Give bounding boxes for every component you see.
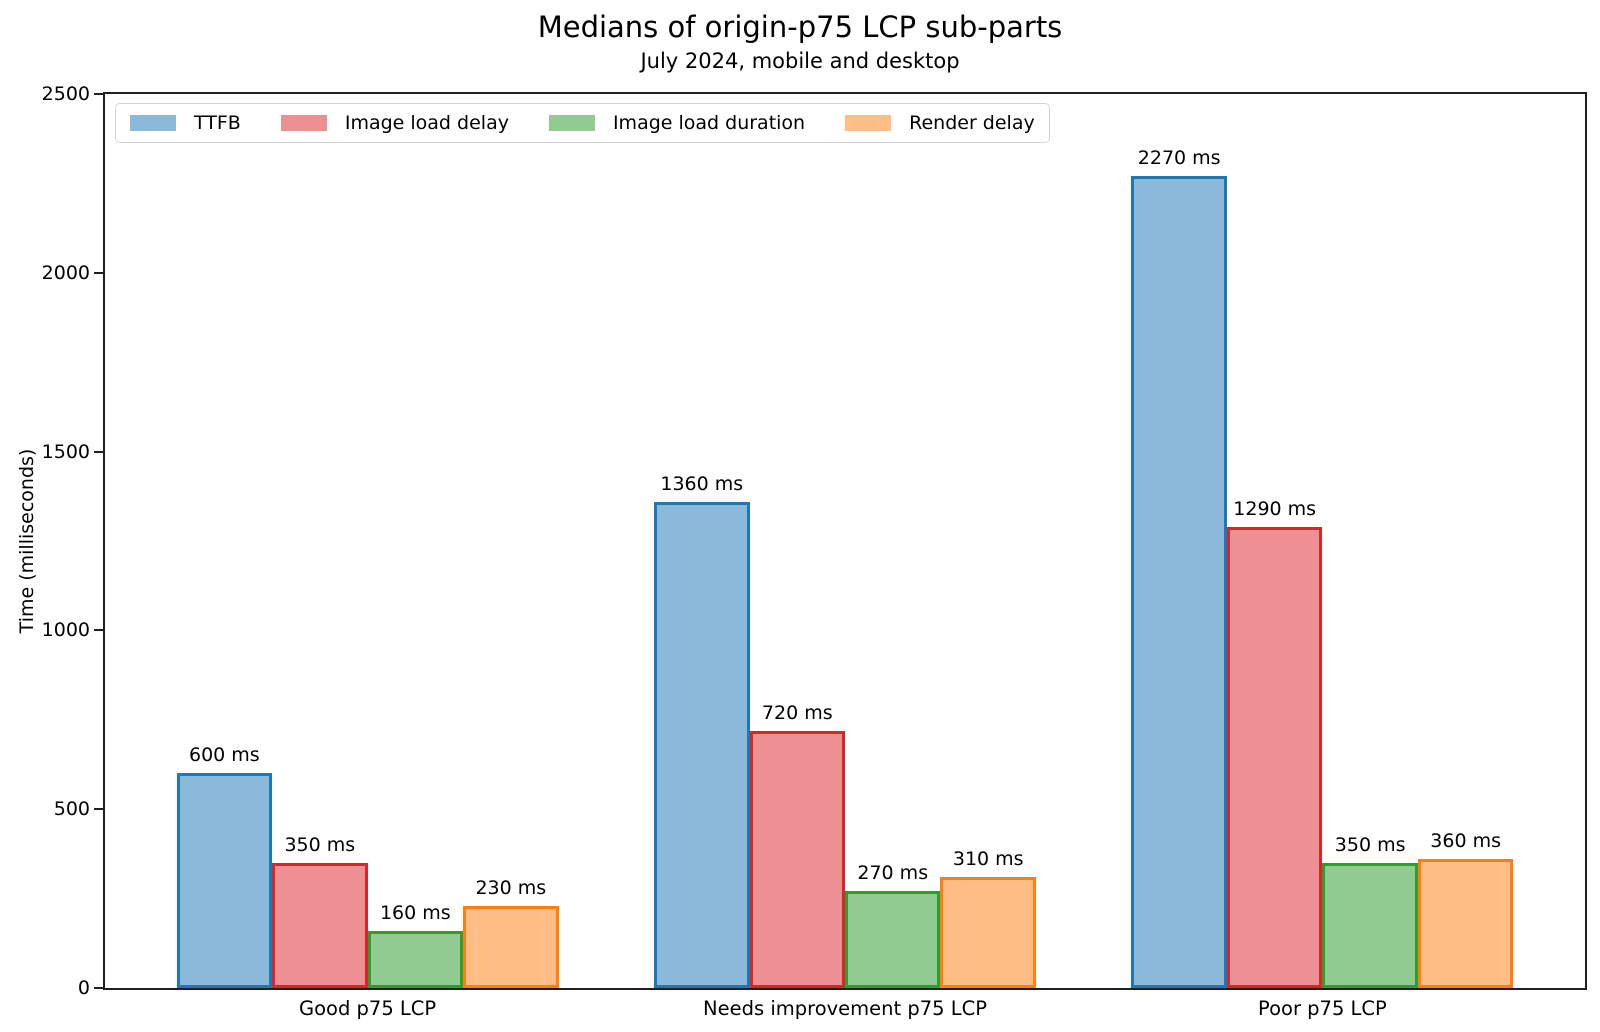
- legend-item: Image load duration: [548, 112, 806, 134]
- bar-value-label: 350 ms: [1334, 833, 1406, 856]
- bar-value-label: 600 ms: [188, 744, 260, 767]
- chart-title: Medians of origin-p75 LCP sub-parts: [537, 10, 1063, 44]
- x-tick-label: Good p75 LCP: [298, 997, 437, 1020]
- bar-value-label: 2270 ms: [1137, 147, 1221, 170]
- bar-value-label: 1360 ms: [660, 472, 744, 495]
- x-tick-label: Poor p75 LCP: [1258, 997, 1387, 1020]
- y-tick-mark: [94, 808, 103, 811]
- x-tick-label: Needs improvement p75 LCP: [703, 997, 987, 1020]
- y-tick-label: 2500: [41, 83, 90, 105]
- legend-swatch: [280, 115, 327, 131]
- bar: [272, 862, 368, 988]
- legend-swatch: [845, 115, 892, 131]
- legend-label: Image load delay: [344, 112, 509, 134]
- bar: [654, 501, 750, 988]
- bar-value-label: 1290 ms: [1233, 497, 1317, 520]
- y-axis-label: Time (milliseconds): [16, 448, 38, 634]
- bar-value-label: 270 ms: [857, 862, 929, 885]
- bar: [1131, 176, 1227, 988]
- plot-frame: 0 500 1000 1500 2000 2500 600 ms 350 ms 160 ms 23…: [42, 83, 1587, 1020]
- bar: [749, 730, 845, 988]
- y-tick-mark: [94, 93, 103, 95]
- bar-value-label: 720 ms: [761, 701, 833, 724]
- legend: TTFB Image load delay Image load duration R…: [115, 103, 1050, 143]
- legend-item: TTFB: [130, 112, 241, 134]
- bar: [1226, 526, 1323, 988]
- legend-swatch: [130, 115, 176, 131]
- bar: [463, 905, 559, 988]
- legend-item: Render delay: [845, 112, 1035, 134]
- chart-subtitle: July 2024, mobile and desktop: [640, 49, 960, 73]
- bar-value-label: 160 ms: [379, 901, 451, 924]
- y-tick-mark: [94, 987, 103, 989]
- y-tick-mark: [94, 629, 103, 632]
- legend-swatch: [548, 115, 595, 131]
- y-tick-label: 0: [77, 977, 90, 999]
- legend-label: TTFB: [194, 112, 241, 134]
- y-tick-label: 2000: [41, 261, 90, 284]
- bar: [1322, 862, 1418, 988]
- y-tick-label: 500: [53, 798, 90, 821]
- bar-value-label: 360 ms: [1430, 830, 1501, 853]
- bar: [940, 877, 1036, 988]
- legend-label: Render delay: [909, 112, 1035, 134]
- bar: [1417, 859, 1514, 988]
- y-tick-mark: [94, 271, 103, 274]
- y-tick-label: 1000: [41, 619, 90, 642]
- bar: [176, 773, 273, 988]
- plot-area: 0 500 1000 1500 2000 2500 600 ms 350 ms 160 ms 23…: [42, 83, 1585, 1020]
- bar-value-label: 350 ms: [284, 833, 356, 856]
- bar-value-label: 310 ms: [952, 848, 1024, 871]
- y-tick-mark: [94, 450, 103, 453]
- y-tick-label: 1500: [41, 440, 90, 463]
- bar: [845, 891, 941, 988]
- bar-value-label: 230 ms: [475, 876, 547, 899]
- legend-label: Image load duration: [612, 112, 806, 134]
- legend-item: Image load delay: [280, 112, 509, 134]
- bar: [367, 930, 464, 988]
